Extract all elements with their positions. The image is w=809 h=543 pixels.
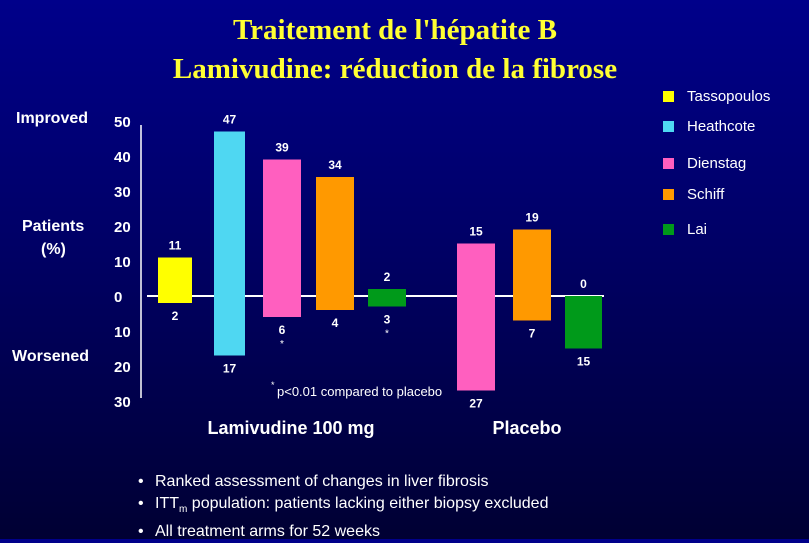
footnote-text: p<0.01 compared to placebo xyxy=(277,384,442,399)
bullet-dot: • xyxy=(138,495,144,512)
y-tick-label: 20 xyxy=(114,219,131,236)
significance-star: * xyxy=(385,329,389,340)
bar-lai xyxy=(565,296,602,349)
improved-value-label: 19 xyxy=(525,211,539,225)
worsened-value-label: 4 xyxy=(332,316,339,330)
legend-item-heathcote: Heathcote xyxy=(663,116,755,136)
legend-item-dienstag: Dienstag xyxy=(663,153,746,173)
legend-item-lai: Lai xyxy=(663,219,707,239)
patients-label: Patients xyxy=(22,218,85,235)
bar-tassopoulos xyxy=(158,257,192,303)
legend-swatch xyxy=(663,188,674,200)
worsened-value-label: 15 xyxy=(577,355,591,369)
y-tick-label: 10 xyxy=(114,254,131,271)
worsened-value-label: 17 xyxy=(223,362,237,376)
bullet-dot: • xyxy=(138,523,144,541)
legend-label: Tassopoulos xyxy=(687,87,771,105)
bullet-text: All treatment arms for 52 weeks xyxy=(155,523,380,541)
bar-schiff xyxy=(513,229,551,321)
significance-star: * xyxy=(280,339,284,350)
bullet-text: ITT xyxy=(155,495,179,512)
improved-value-label: 47 xyxy=(223,113,237,127)
worsened-label: Worsened xyxy=(12,348,90,365)
group-label-placebo: Placebo xyxy=(492,418,561,438)
legend-swatch xyxy=(663,157,674,169)
worsened-value-label: 2 xyxy=(172,309,179,323)
title-line-1: Traitement de l'hépatite B xyxy=(232,14,558,46)
improved-value-label: 34 xyxy=(328,158,342,172)
legend-label: Dienstag xyxy=(687,154,747,172)
bullet-item: • ITTm population: patients lacking eithe… xyxy=(138,493,548,521)
bullet-list: • Ranked assessment of changes in liver f… xyxy=(138,471,548,543)
legend-swatch xyxy=(663,223,674,235)
bar-schiff xyxy=(316,177,354,310)
legend-label: Heathcote xyxy=(687,117,756,135)
legend-label: Schiff xyxy=(687,185,725,203)
improved-value-label: 39 xyxy=(275,141,289,155)
bullet-text: Ranked assessment of changes in liver fi… xyxy=(155,473,489,490)
legend-item-schiff: Schiff xyxy=(663,184,724,204)
group-label-lamivudine: Lamivudine 100 mg xyxy=(207,418,374,438)
y-tick-label: 50 xyxy=(114,114,131,131)
bullet-text-rest: population: patients lacking either biop… xyxy=(187,495,549,512)
y-tick-label: 30 xyxy=(114,394,131,411)
y-tick-label: 0 xyxy=(114,289,122,306)
worsened-value-label: 3 xyxy=(384,313,391,327)
improved-label: Improved xyxy=(16,110,89,127)
worsened-value-label: 6 xyxy=(279,323,286,337)
improved-value-label: 15 xyxy=(469,225,483,239)
bar-heathcote xyxy=(214,131,245,356)
improved-value-label: 11 xyxy=(169,239,182,253)
bar-dienstag xyxy=(263,159,301,317)
legend-swatch xyxy=(663,90,674,102)
percent-label: (%) xyxy=(41,241,66,258)
bar-lai xyxy=(368,289,406,307)
legend-item-tassopoulos: Tassopoulos xyxy=(663,86,770,106)
footnote-star: * xyxy=(271,380,275,390)
worsened-value-label: 27 xyxy=(469,397,483,411)
legend-swatch xyxy=(663,120,674,132)
bullet-subscript: m xyxy=(179,504,188,516)
improved-value-label: 2 xyxy=(384,270,391,284)
improved-value-label: 0 xyxy=(580,277,587,291)
title-line-2: Lamivudine: réduction de la fibrose xyxy=(172,53,618,85)
y-tick-label: 30 xyxy=(114,184,131,201)
bullet-dot: • xyxy=(138,473,144,490)
y-tick-label: 10 xyxy=(114,324,131,341)
bullet-item: • Ranked assessment of changes in liver f… xyxy=(138,471,548,493)
bar-dienstag xyxy=(457,243,495,391)
bullet-item: • All treatment arms for 52 weeks xyxy=(138,521,548,543)
legend-label: Lai xyxy=(687,220,708,238)
y-tick-label: 20 xyxy=(114,359,131,376)
y-tick-label: 40 xyxy=(114,149,131,166)
worsened-value-label: 7 xyxy=(529,327,536,341)
